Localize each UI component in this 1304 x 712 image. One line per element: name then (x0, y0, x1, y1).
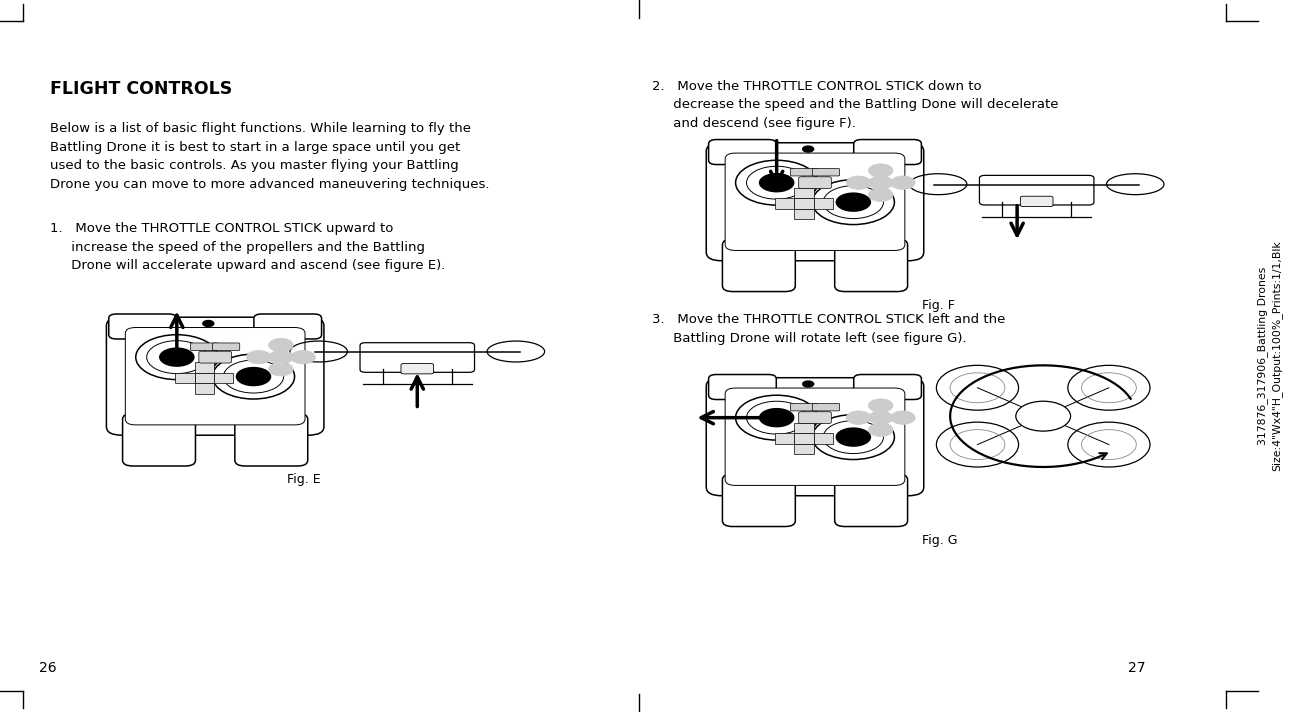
FancyBboxPatch shape (125, 328, 305, 425)
Circle shape (803, 381, 814, 387)
FancyBboxPatch shape (794, 423, 814, 434)
Circle shape (759, 173, 794, 192)
Text: 27: 27 (1128, 661, 1145, 675)
FancyBboxPatch shape (107, 318, 323, 435)
FancyBboxPatch shape (722, 239, 795, 292)
Circle shape (246, 350, 271, 364)
Circle shape (846, 176, 871, 189)
Text: Below is a list of basic flight functions. While learning to fly the
Battling Dr: Below is a list of basic flight function… (50, 122, 489, 191)
FancyBboxPatch shape (194, 373, 214, 383)
FancyBboxPatch shape (794, 434, 814, 444)
FancyBboxPatch shape (254, 314, 322, 339)
FancyBboxPatch shape (835, 474, 908, 527)
Circle shape (269, 338, 293, 352)
FancyBboxPatch shape (235, 414, 308, 466)
FancyBboxPatch shape (725, 153, 905, 251)
Text: 317876_317906_Battling Drones
Size:4"Wx4"H_Output:100%_Prints:1/1,Blk: 317876_317906_Battling Drones Size:4"Wx4… (1257, 241, 1282, 471)
Text: Fig. G: Fig. G (922, 534, 957, 547)
FancyBboxPatch shape (108, 314, 176, 339)
Circle shape (836, 427, 871, 447)
FancyBboxPatch shape (979, 175, 1094, 205)
FancyBboxPatch shape (360, 342, 475, 372)
FancyBboxPatch shape (214, 373, 233, 383)
FancyBboxPatch shape (854, 140, 922, 164)
FancyBboxPatch shape (776, 199, 794, 209)
FancyBboxPatch shape (798, 412, 832, 424)
FancyBboxPatch shape (722, 474, 795, 527)
FancyBboxPatch shape (123, 414, 196, 466)
FancyBboxPatch shape (176, 373, 194, 383)
FancyBboxPatch shape (798, 177, 832, 189)
Circle shape (269, 362, 293, 376)
FancyBboxPatch shape (194, 362, 214, 373)
Circle shape (236, 367, 271, 387)
FancyBboxPatch shape (794, 199, 814, 209)
FancyBboxPatch shape (725, 388, 905, 486)
FancyBboxPatch shape (812, 169, 840, 176)
Circle shape (836, 192, 871, 212)
Text: 1.   Move the THROTTLE CONTROL STICK upward to
     increase the speed of the pr: 1. Move the THROTTLE CONTROL STICK upwar… (50, 222, 445, 272)
Circle shape (291, 350, 316, 364)
FancyBboxPatch shape (190, 343, 218, 350)
Text: 26: 26 (39, 661, 57, 675)
Circle shape (868, 176, 893, 189)
Text: 2.   Move the THROTTLE CONTROL STICK down to
     decrease the speed and the Bat: 2. Move the THROTTLE CONTROL STICK down … (652, 80, 1059, 130)
FancyBboxPatch shape (814, 199, 833, 209)
FancyBboxPatch shape (790, 404, 818, 411)
Text: 3.   Move the THROTTLE CONTROL STICK left and the
     Battling Drone will rotat: 3. Move the THROTTLE CONTROL STICK left … (652, 313, 1005, 345)
Circle shape (891, 176, 915, 189)
Text: Fig. F: Fig. F (922, 299, 955, 312)
Circle shape (203, 320, 214, 327)
Text: Fig. E: Fig. E (287, 473, 321, 486)
FancyBboxPatch shape (776, 434, 794, 444)
Circle shape (846, 411, 871, 424)
FancyBboxPatch shape (707, 377, 923, 496)
FancyBboxPatch shape (1021, 197, 1054, 206)
FancyBboxPatch shape (814, 434, 833, 444)
FancyBboxPatch shape (402, 364, 433, 374)
Circle shape (891, 411, 915, 424)
FancyBboxPatch shape (708, 140, 776, 164)
FancyBboxPatch shape (812, 404, 840, 411)
FancyBboxPatch shape (194, 383, 214, 394)
Circle shape (269, 350, 293, 364)
FancyBboxPatch shape (707, 143, 923, 261)
FancyBboxPatch shape (835, 239, 908, 292)
Circle shape (868, 423, 893, 436)
FancyBboxPatch shape (790, 169, 818, 176)
Text: FLIGHT CONTROLS: FLIGHT CONTROLS (50, 80, 232, 98)
Circle shape (759, 408, 794, 427)
Circle shape (868, 188, 893, 201)
Circle shape (868, 411, 893, 424)
FancyBboxPatch shape (854, 375, 922, 399)
FancyBboxPatch shape (794, 209, 814, 219)
Circle shape (868, 399, 893, 412)
FancyBboxPatch shape (794, 188, 814, 199)
Circle shape (868, 164, 893, 177)
FancyBboxPatch shape (794, 444, 814, 454)
Circle shape (1016, 402, 1071, 431)
Circle shape (159, 347, 194, 367)
FancyBboxPatch shape (213, 343, 240, 350)
FancyBboxPatch shape (708, 375, 776, 399)
FancyBboxPatch shape (198, 351, 232, 363)
Circle shape (803, 146, 814, 152)
